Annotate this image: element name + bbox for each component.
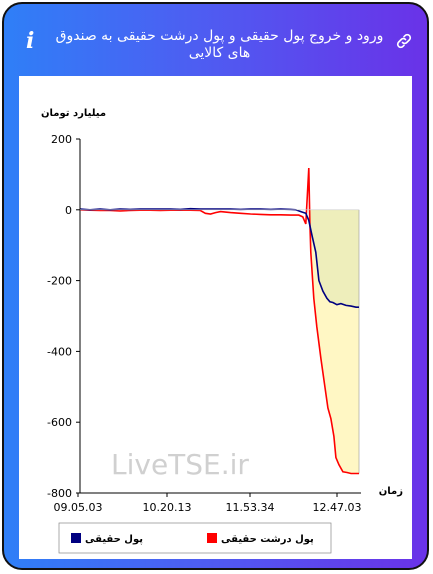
- x-tick-label-3: 12.47.03: [313, 501, 362, 514]
- y-tick-label-3: -400: [47, 345, 72, 358]
- series-line-1: [79, 167, 359, 475]
- watermark: LiveTSE.ir: [111, 448, 249, 481]
- area-fill-0: [308, 209, 359, 308]
- legend-swatch-big-real-money: [207, 533, 217, 543]
- series-line-0: [79, 207, 359, 308]
- card-header: i ورود و خروج پول حقیقی و پول درشت حقیقی…: [4, 4, 427, 76]
- chart-panel: میلیارد تومان زمان LiveTSE.ir 200 0 -200 -4…: [19, 76, 412, 559]
- info-icon[interactable]: i: [26, 28, 35, 54]
- y-tick-label-5: -800: [47, 487, 72, 500]
- y-tick-label-4: -600: [47, 416, 72, 429]
- y-tick-label-0: 200: [51, 133, 72, 146]
- legend-swatch-real-money: [71, 533, 81, 543]
- link-icon[interactable]: [395, 32, 413, 50]
- y-axis-label: میلیارد تومان: [41, 108, 106, 119]
- x-tick-label-0: 09.05.03: [54, 501, 103, 514]
- chart-svg: میلیارد تومان زمان LiveTSE.ir 200 0 -200 -4…: [41, 108, 403, 554]
- legend-label-real-money: پول حقیقی: [85, 534, 143, 545]
- chart-card: i ورود و خروج پول حقیقی و پول درشت حقیقی…: [2, 2, 429, 570]
- legend: پول حقیقی پول درشت حقیقی: [58, 522, 332, 554]
- legend-label-big-real-money: پول درشت حقیقی: [221, 534, 314, 545]
- chart-title: ورود و خروج پول حقیقی و پول درشت حقیقی ب…: [55, 28, 384, 61]
- y-tick-label-1: 0: [65, 204, 72, 217]
- x-tick-label-2: 11.53.34: [226, 501, 275, 514]
- x-tick-label-1: 10.20.13: [143, 501, 192, 514]
- y-tick-label-2: -200: [47, 275, 72, 288]
- x-axis-label: زمان: [379, 486, 403, 497]
